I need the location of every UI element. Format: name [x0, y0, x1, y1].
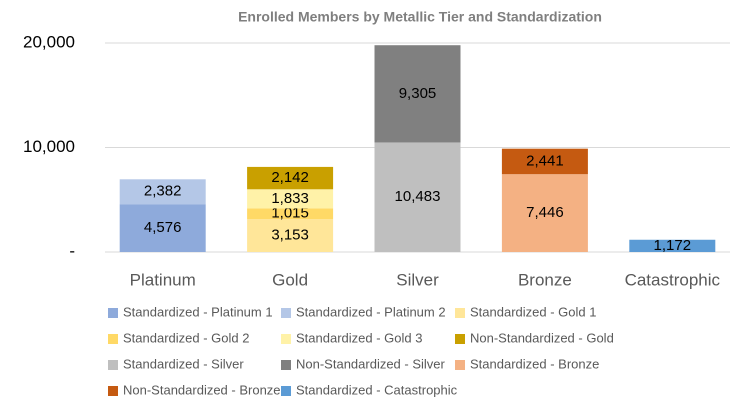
bar-segment — [629, 239, 716, 252]
legend-swatch — [455, 360, 465, 370]
data-label: 9,305 — [399, 85, 437, 102]
legend-label: Standardized - Catastrophic — [296, 382, 458, 397]
legend-label: Non-Standardized - Bronze — [123, 382, 281, 397]
data-label: 2,441 — [526, 152, 564, 169]
data-label: 7,446 — [526, 204, 564, 221]
bar-segment — [501, 148, 588, 175]
legend-swatch — [455, 334, 465, 344]
x-tick-label: Silver — [396, 270, 439, 289]
x-tick-label: Gold — [272, 270, 308, 289]
legend-label: Standardized - Platinum 2 — [296, 304, 446, 319]
bar-segment — [119, 179, 206, 205]
bar-segment — [374, 142, 461, 252]
data-label: 2,382 — [144, 183, 182, 200]
bar-segment — [119, 204, 206, 252]
y-tick-label: 10,000 — [23, 137, 75, 156]
data-label: 4,576 — [144, 219, 182, 236]
legend-swatch — [108, 334, 118, 344]
bar-segment — [247, 189, 334, 209]
legend-label: Standardized - Bronze — [470, 356, 599, 371]
legend-label: Non-Standardized - Silver — [296, 356, 446, 371]
legend-swatch — [281, 308, 291, 318]
y-tick-label: 20,000 — [23, 32, 75, 51]
legend-label: Standardized - Gold 1 — [470, 304, 596, 319]
data-label: 2,142 — [271, 169, 309, 186]
y-tick-label: - — [69, 241, 75, 260]
legend-label: Standardized - Gold 3 — [296, 330, 422, 345]
data-label: 1,015 — [271, 205, 309, 222]
data-label: 10,483 — [395, 188, 441, 205]
bar-segment — [501, 174, 588, 252]
bar-segment — [247, 208, 334, 220]
bar-segment — [374, 45, 461, 143]
bar-segment — [247, 166, 334, 190]
data-label: 3,153 — [271, 226, 309, 243]
legend-label: Standardized - Gold 2 — [123, 330, 249, 345]
legend-label: Standardized - Platinum 1 — [123, 304, 273, 319]
bar-segment — [247, 219, 334, 252]
legend-swatch — [281, 334, 291, 344]
legend-label: Standardized - Silver — [123, 356, 244, 371]
data-label: 1,172 — [654, 237, 692, 254]
legend-swatch — [455, 308, 465, 318]
x-tick-label: Bronze — [518, 270, 572, 289]
legend-swatch — [108, 360, 118, 370]
legend-swatch — [281, 360, 291, 370]
chart-title: Enrolled Members by Metallic Tier and St… — [238, 9, 602, 25]
x-tick-label: Catastrophic — [625, 270, 721, 289]
data-label: 1,833 — [271, 190, 309, 207]
x-tick-label: Platinum — [130, 270, 196, 289]
legend-label: Non-Standardized - Gold — [470, 330, 614, 345]
legend-swatch — [108, 386, 118, 396]
legend-swatch — [281, 386, 291, 396]
legend-swatch — [108, 308, 118, 318]
